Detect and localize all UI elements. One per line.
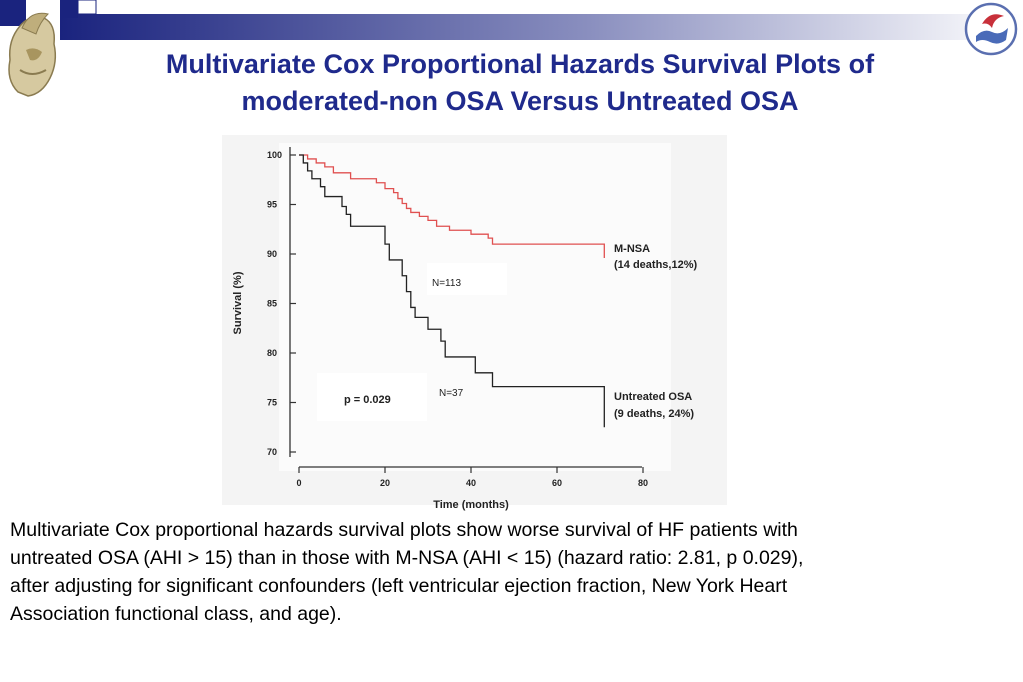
caption-line-2: untreated OSA (AHI > 15) than in those w… — [10, 547, 804, 569]
x-tick-label: 0 — [296, 478, 301, 488]
x-tick-label: 40 — [466, 478, 476, 488]
pvalue-box — [317, 373, 427, 421]
header-gradient-bar — [60, 0, 1023, 40]
n-label-box — [427, 263, 507, 295]
series-line-m-nsa — [299, 154, 605, 258]
caption-line-4: Association functional class, and age). — [10, 603, 342, 625]
warrior-helmet-logo — [0, 0, 57, 97]
legend-mnsa-line2: (14 deaths,12%) — [614, 259, 697, 271]
legend-mnsa-line1: M-NSA — [614, 243, 650, 255]
legend-osa-line1: Untreated OSA — [614, 391, 692, 403]
plot-inner-area — [279, 143, 671, 471]
emblem-logo — [964, 2, 1018, 56]
title-line-1: Multivariate Cox Proportional Hazards Su… — [165, 49, 875, 79]
y-tick-label: 85 — [267, 299, 277, 309]
legend-osa-line2: (9 deaths, 24%) — [614, 408, 694, 420]
x-tick-label: 20 — [380, 478, 390, 488]
y-tick-label: 90 — [267, 249, 277, 259]
survival-chart: 100 95 90 85 80 75 70 0 20 40 60 80 Survival (%) T… — [222, 135, 727, 511]
series-group — [299, 154, 605, 428]
series-line-untreated-osa — [299, 154, 605, 428]
x-tick-label: 60 — [552, 478, 562, 488]
y-tick-group: 100 95 90 85 80 75 70 — [267, 150, 296, 457]
n-label-mnsa: N=113 — [432, 278, 461, 289]
x-tick-group: 0 20 40 60 80 — [296, 467, 648, 488]
y-tick-label: 70 — [267, 447, 277, 457]
y-axis-label: Survival (%) — [232, 271, 244, 334]
y-tick-label: 75 — [267, 398, 277, 408]
y-tick-label: 100 — [267, 150, 282, 160]
caption-line-3: after adjusting for significant confound… — [10, 575, 788, 597]
slide-caption: Multivariate Cox proportional hazards su… — [10, 516, 1010, 628]
caption-line-1: Multivariate Cox proportional hazards su… — [10, 519, 798, 541]
n-label-osa: N=37 — [439, 388, 464, 399]
x-tick-label: 80 — [638, 478, 648, 488]
pvalue-annotation: p = 0.029 — [344, 394, 391, 406]
y-tick-label: 95 — [267, 200, 277, 210]
slide-title: Multivariate Cox Proportional Hazards Su… — [80, 46, 960, 120]
y-tick-label: 80 — [267, 348, 277, 358]
title-line-2: moderated-non OSA Versus Untreated OSA — [241, 86, 799, 116]
x-axis-label: Time (months) — [433, 499, 509, 511]
